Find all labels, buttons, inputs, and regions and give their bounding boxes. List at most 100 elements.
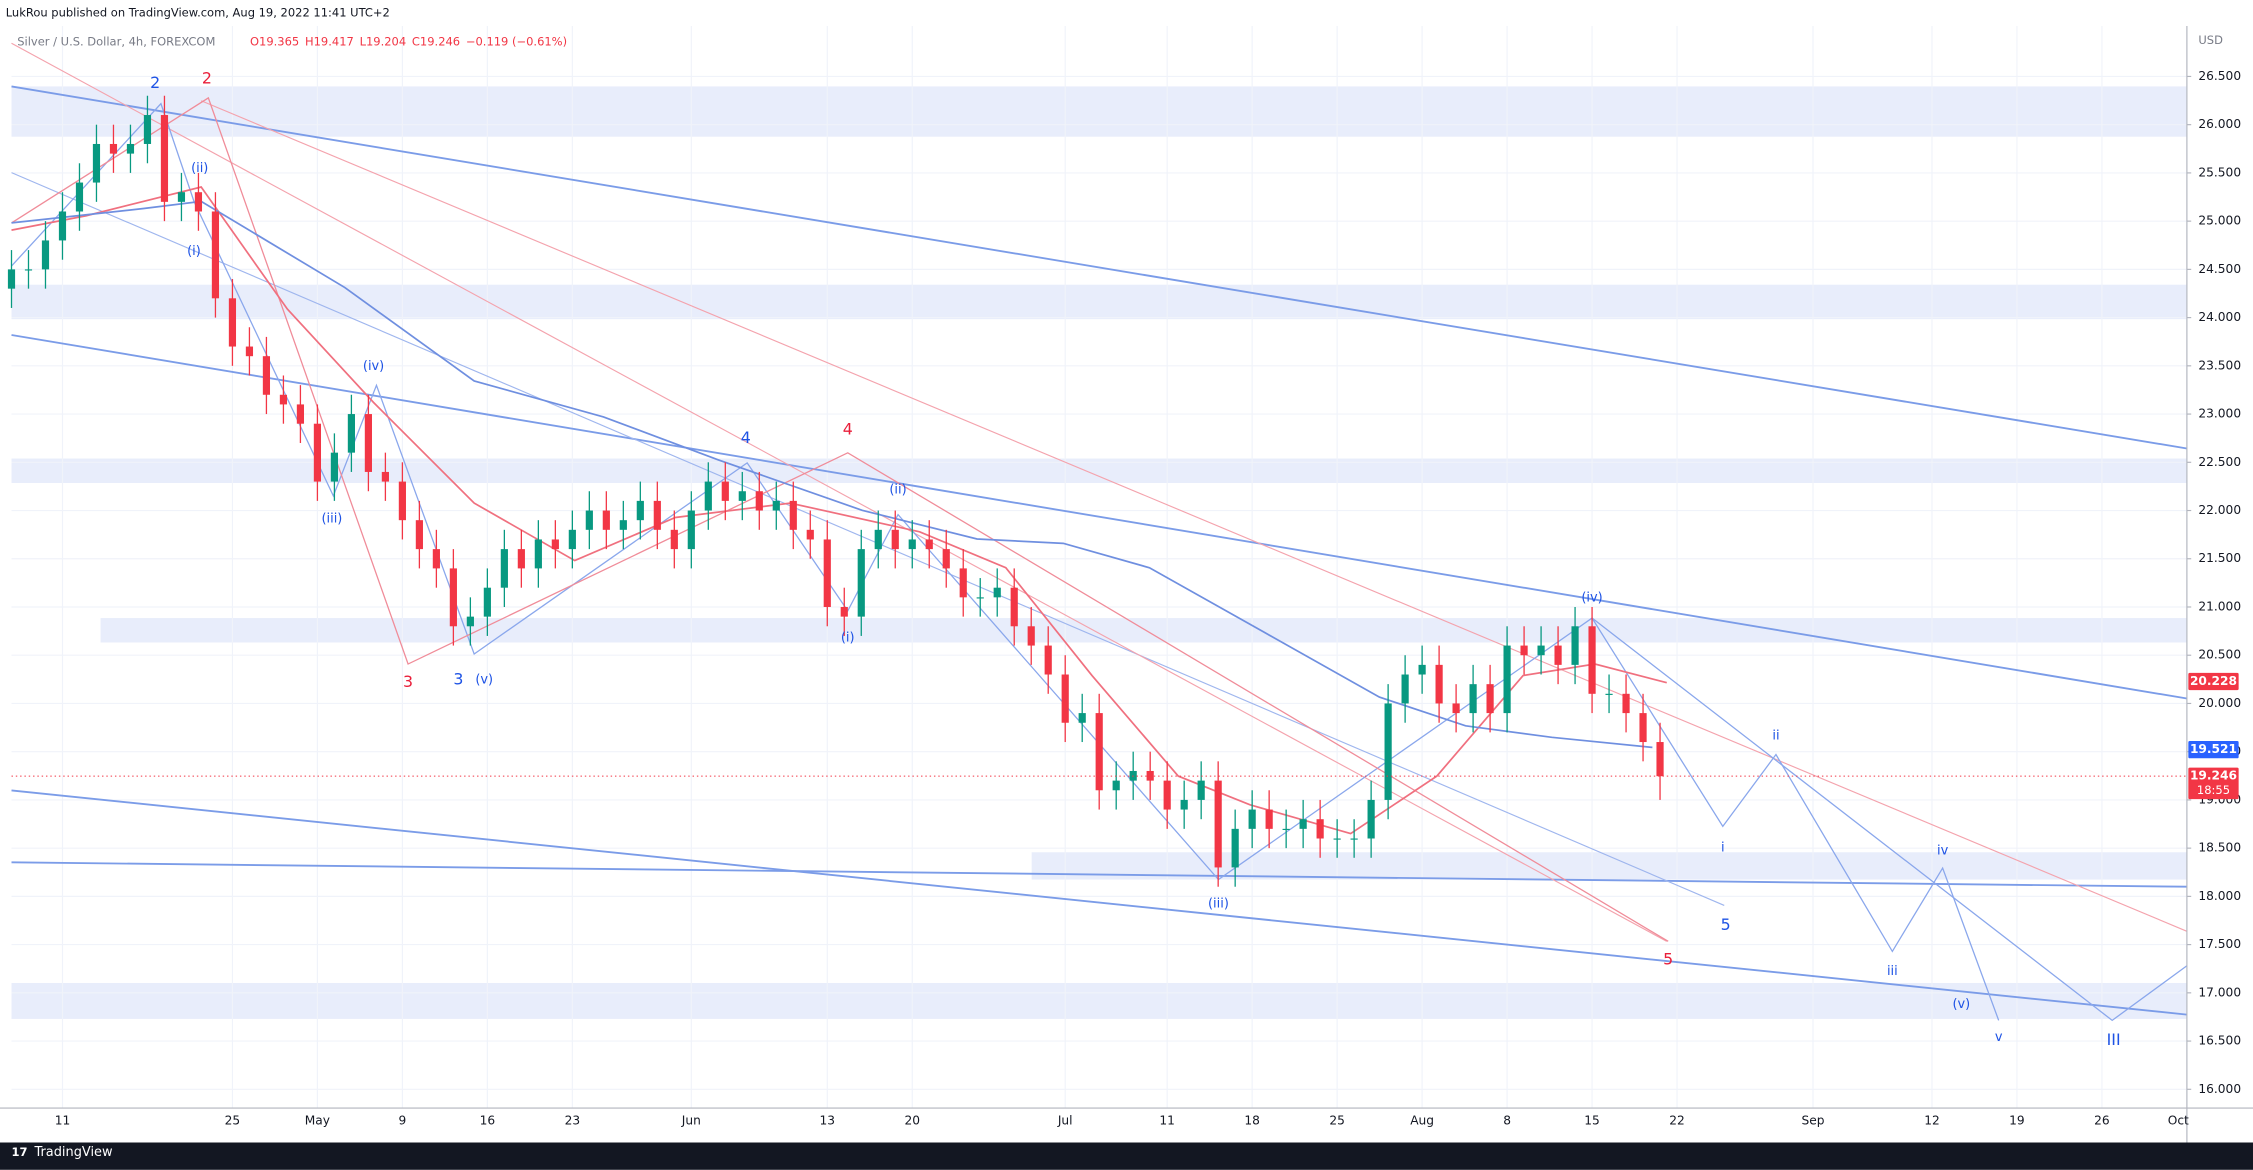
wave-label: (i) [841,631,855,646]
candle-body [534,539,542,569]
candle-body [942,549,950,569]
candle-body [1588,626,1596,694]
candle-body [228,298,237,347]
trend-line [11,334,2188,700]
candle-body [1520,645,1528,656]
candle-body [1044,645,1052,675]
candle-body [7,269,16,289]
candle-body [143,115,152,144]
candle-body [466,616,474,627]
wave-label: 5 [1721,915,1731,934]
candle-body [789,500,797,530]
grid [11,26,2188,1109]
x-tick-label: 25 [225,1113,241,1127]
x-tick-label: 13 [820,1113,836,1127]
wave-label: 2 [202,69,212,88]
candle-body [1384,703,1392,800]
x-tick-label: 25 [1329,1113,1345,1127]
wave-label: (i) [187,244,201,259]
candle-body [1265,809,1273,829]
candle-body [1197,780,1205,800]
candle-body [1571,626,1579,665]
ohlc-value: L19.204 [360,34,407,48]
y-tick-label: 16.000 [2198,1082,2241,1096]
candle-body [619,520,627,530]
footer-bar [0,1142,2253,1170]
candle-body [1435,664,1443,704]
countdown: 18:55 [2197,783,2230,797]
candle-body [1656,742,1664,777]
candle-body [1605,693,1613,695]
price-tag [2188,672,2239,691]
candle-body [364,414,372,472]
candle-body [976,597,984,599]
zone [11,86,2187,137]
candle-body [330,452,338,482]
candle-body [92,143,101,183]
candle-body [1486,684,1494,714]
wave-label: 4 [843,419,853,438]
candle-body [772,500,780,511]
candle-body [1503,645,1511,714]
candle-body [874,529,882,550]
candle-body [313,423,322,482]
ohlc-value: C19.246 [412,34,460,48]
candle-body [670,529,678,550]
x-tick-label: 11 [55,1113,71,1127]
candle-body [1316,819,1324,839]
wave-label: v [1995,1030,2003,1045]
candle-body [959,568,967,598]
symbol-title: Silver / U.S. Dollar, 4h, FOREXCOM [17,34,215,48]
ohlc-value: −0.119 (−0.61%) [466,34,567,48]
x-tick-label: 12 [1924,1113,1940,1127]
candle-body [1333,838,1341,840]
wave-label: (v) [475,672,493,687]
price-tag-label: 20.228 [2190,674,2237,688]
x-tick-label: Jun [681,1113,701,1127]
candle-body [738,491,746,501]
candle-body [449,568,457,627]
candle-body [194,192,203,212]
candle-body [1180,799,1188,810]
candle-body [517,549,525,569]
candle-body [568,529,576,550]
time-axis [0,1108,2187,1143]
zone [11,284,2187,320]
trend-line [200,100,2188,932]
wave-labels: 2 2 (ii) (i) (iv) (iii) 3 3 (v) 4 4 (ii) (i) (iv) (iii… [150,69,2120,1049]
y-tick-label: 24.500 [2198,262,2241,276]
moving-average [11,186,1667,835]
y-tick-label: 21.500 [2198,551,2241,565]
price-tag [2188,741,2239,759]
candle-body [925,539,933,550]
candle-body [1350,838,1358,840]
candles [7,95,1664,887]
y-tick-label: 23.000 [2198,407,2241,421]
candle-body [1537,645,1545,656]
x-tick-label: Oct [2168,1113,2189,1127]
wave-label: III [2107,1030,2121,1049]
y-tick-label: 16.500 [2198,1034,2241,1048]
candle-body [398,481,406,521]
candle-body [585,510,593,530]
logo-mark: 𝟭𝟳 [11,1145,27,1159]
candle-body [1367,799,1375,839]
y-tick-label: 25.500 [2198,165,2241,179]
candle-body [177,192,186,202]
candle-body [279,394,288,405]
candle-body [58,211,67,241]
wave-label: iv [1937,843,1949,858]
wave-label: 3 [453,669,463,688]
candle-body [704,481,712,511]
axis-unit: USD [2198,33,2223,47]
price-tag [2188,767,2239,800]
candle-body [1401,674,1409,704]
wave-label: iii [1887,964,1898,979]
x-tick-label: 26 [2094,1113,2110,1127]
candle-body [262,356,271,395]
candle-body [296,404,305,424]
wave-label: ii [1772,728,1779,743]
candle-body [75,182,84,212]
trend-line [11,789,2188,1016]
